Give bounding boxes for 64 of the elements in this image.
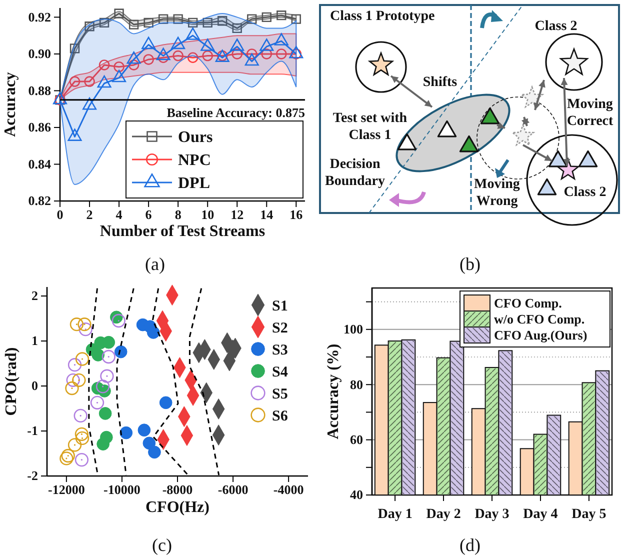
x-tick-label: 6	[145, 207, 152, 222]
y-tick-label: 0.88	[28, 82, 52, 98]
legend-label: S4	[272, 364, 288, 380]
y-axis-title: Accuracy (%)	[325, 344, 342, 440]
y-tick-label: 0.82	[28, 193, 51, 208]
y-tick-label: 0.92	[28, 9, 51, 24]
legend-label: S3	[272, 342, 288, 358]
x-tick-label: 12	[230, 207, 244, 222]
legend-label: DPL	[178, 175, 210, 192]
x-tick-label: Day 5	[572, 507, 606, 522]
y-tick-label: 80	[350, 376, 363, 392]
legend-label: CFO Aug.(Ours)	[494, 328, 588, 343]
x-tick-label: Day 1	[378, 507, 412, 522]
x-axis-title: CFO(Hz)	[146, 499, 210, 516]
y-tick-label: 0.90	[28, 46, 51, 62]
x-tick-label: 4	[116, 207, 123, 222]
y-tick-label: -1	[27, 423, 38, 438]
y-axis-title: CPO(rad)	[3, 347, 20, 416]
text: Class 2	[534, 19, 578, 34]
y-tick-label: -2	[27, 468, 38, 484]
y-tick-label: 1	[32, 333, 38, 348]
x-tick-label: -12000	[48, 482, 85, 498]
x-tick-label: 2	[86, 207, 93, 222]
x-tick-label: Day 2	[426, 507, 461, 522]
x-tick-label: 10	[201, 207, 214, 222]
x-tick-label: Day 3	[474, 507, 510, 522]
text: (b)	[460, 254, 480, 274]
text: (c)	[152, 535, 172, 555]
legend-label: w/o CFO Comp.	[494, 312, 585, 327]
y-tick-label: 0	[32, 378, 38, 394]
x-tick-label: 14	[260, 207, 274, 222]
x-tick-label: Day 4	[523, 507, 558, 522]
legend-label: S1	[272, 298, 288, 314]
x-tick-label: 8	[174, 207, 182, 222]
x-tick-label: -10000	[104, 482, 140, 498]
text: (a)	[145, 254, 165, 274]
x-tick-label: -6000	[218, 482, 248, 498]
text: Moving Wrong	[474, 177, 520, 209]
legend-label: CFO Comp.	[494, 296, 562, 311]
legend-label: S2	[272, 320, 288, 336]
legend-label: S6	[272, 408, 288, 424]
x-tick-label: 0	[56, 207, 64, 222]
y-axis-title: Accuracy	[2, 72, 19, 137]
x-tick-label: 16	[290, 207, 304, 222]
x-tick-label: -8000	[162, 482, 193, 498]
legend-label: Ours	[178, 129, 213, 146]
y-tick-label: 0.84	[28, 156, 52, 172]
x-axis-title: Number of Test Streams	[100, 223, 266, 240]
text: Moving Correct	[566, 97, 614, 129]
y-tick-label: 2	[32, 288, 38, 304]
text: Class 2	[564, 185, 606, 200]
y-tick-label: 0.86	[28, 120, 52, 135]
text: Decision Boundary	[325, 157, 385, 189]
y-tick-label: 40	[350, 487, 363, 502]
y-tick-label: 60	[350, 432, 363, 447]
x-tick-label: -4000	[273, 482, 304, 498]
legend-label: S5	[272, 386, 288, 402]
text: Test set with Class 1	[332, 111, 408, 143]
y-tick-label: 100	[344, 322, 363, 337]
ref-line-label: Baseline Accuracy: 0.875	[166, 104, 306, 120]
text: Class 1 Prototype	[330, 9, 435, 24]
text: Shifts	[422, 75, 458, 90]
text: (d)	[460, 535, 480, 555]
legend-label: NPC	[178, 152, 211, 170]
